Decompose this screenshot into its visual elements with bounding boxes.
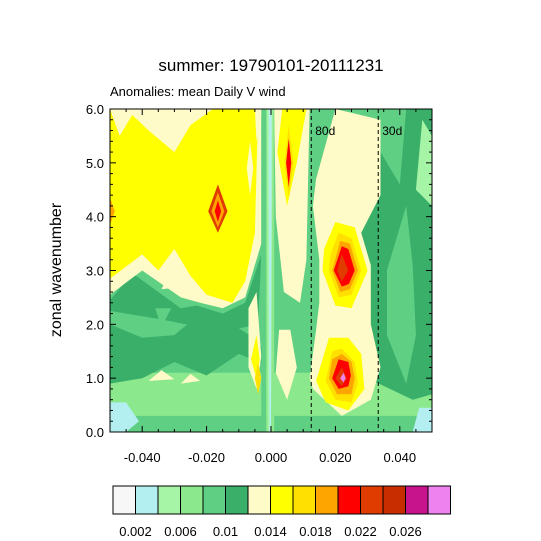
colorbar-swatch-11: [360, 485, 384, 515]
contour-region-33: [337, 254, 349, 282]
contour-region-41: [254, 362, 262, 395]
contour-region-19: [148, 370, 175, 381]
contour-region-14: [161, 262, 185, 290]
contour-region-8: [386, 205, 416, 384]
contour-region-18: [180, 373, 201, 384]
colorbar-label-5: 0.022: [344, 524, 377, 539]
colorbar-swatch-5: [225, 485, 249, 515]
y-tick-label: 5.0: [86, 156, 104, 171]
colorbar-swatch-12: [382, 485, 406, 515]
x-tick-label: -0.040: [124, 450, 161, 465]
colorbar-swatch-14: [427, 485, 451, 515]
chart-subtitle: Anomalies: mean Daily V wind: [110, 84, 286, 99]
y-tick-label: 1.0: [86, 371, 104, 386]
colorbar-label-1: 0.006: [164, 524, 197, 539]
contour-region-22: [275, 329, 297, 400]
period-lines: 80d 30d: [310, 109, 402, 432]
colorbar-label-2: 0.01: [213, 524, 238, 539]
contour-region-46: [268, 109, 272, 432]
y-tick-label: 6.0: [86, 102, 104, 117]
y-tick-label: 2.0: [86, 317, 104, 332]
colorbar: 0.002 0.006 0.01 0.014 0.018 0.022 0.026: [112, 485, 451, 539]
colorbar-swatch-10: [337, 485, 361, 515]
y-axis-label: zonal wavenumber: [48, 202, 65, 337]
colorbar-label-4: 0.018: [299, 524, 332, 539]
colorbar-swatch-8: [292, 485, 316, 515]
x-tick-label: 0.040: [384, 450, 417, 465]
colorbar-swatch-6: [247, 485, 271, 515]
colorbar-label-0: 0.002: [119, 524, 152, 539]
colorbar-swatch-2: [157, 485, 181, 515]
contour-region-9: [415, 119, 432, 206]
y-tick-label: 0.0: [86, 425, 104, 440]
contour-region-37: [214, 200, 222, 222]
contour-region-40: [286, 138, 292, 188]
colorbar-label-6: 0.026: [389, 524, 422, 539]
colorbar-label-3: 0.014: [254, 524, 287, 539]
contour-region-6: [155, 308, 172, 327]
colorbar-swatch-3: [180, 485, 204, 515]
contour-field: [110, 109, 432, 432]
colorbar-swatch-7: [270, 485, 294, 515]
chart-title: summer: 19790101-20111231: [158, 56, 383, 75]
contour-region-4: [110, 318, 271, 384]
colorbar-swatch-9: [315, 485, 339, 515]
contour-region-13: [161, 109, 207, 142]
contour-region-42: [246, 141, 254, 196]
contour-region-12: [110, 109, 136, 136]
y-tick-label: 3.0: [86, 264, 104, 279]
colorbar-swatch-4: [202, 485, 226, 515]
contour-region-34: [340, 372, 346, 383]
colorbar-swatch-13: [405, 485, 429, 515]
period-label-30d: 30d: [382, 124, 402, 138]
colorbar-swatch-1: [135, 485, 159, 515]
x-tick-label: 0.000: [255, 450, 288, 465]
axes: -0.040 -0.020 0.000 0.020 0.040 0.0 1.0 2.0 3.0 4…: [86, 102, 433, 465]
period-label-80d: 80d: [315, 124, 335, 138]
y-tick-label: 4.0: [86, 210, 104, 225]
contour-region-38: [110, 197, 115, 225]
contour-region-43: [261, 109, 267, 432]
contour-region-3: [412, 407, 432, 432]
contour-region-2: [110, 402, 139, 432]
x-tick-label: -0.020: [188, 450, 225, 465]
colorbar-swatch-0: [112, 485, 136, 515]
x-tick-label: 0.020: [319, 450, 352, 465]
contour-region-15: [254, 109, 263, 142]
contour-region-5: [110, 254, 262, 330]
contour-region-11: [110, 109, 259, 303]
